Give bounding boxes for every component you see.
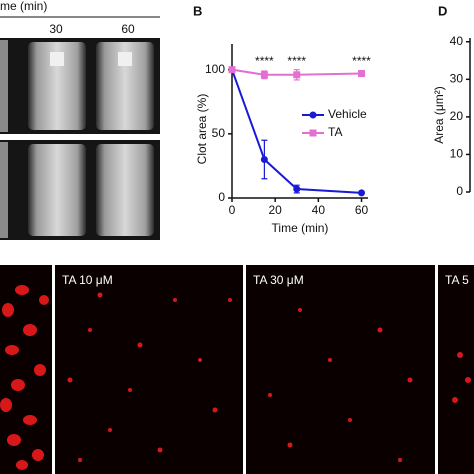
micro-label: TA 5 (445, 273, 469, 287)
marker (260, 156, 268, 163)
micro-label: TA 10 μM (62, 273, 113, 287)
legend-label: TA (328, 125, 342, 139)
time-label: 60 (121, 22, 135, 36)
marker (358, 70, 366, 78)
legend-marker (309, 129, 317, 137)
marker (293, 71, 301, 79)
panel-letter: D (438, 3, 447, 18)
panel-letter: B (193, 3, 202, 18)
x-axis-label: Time (min) (272, 221, 329, 235)
time-header: me (min) (0, 0, 47, 13)
annotation: **** (287, 54, 306, 68)
y-tick-label: 50 (212, 126, 226, 140)
x-tick-label: 40 (312, 203, 326, 217)
series-line (231, 68, 362, 76)
y-axis-label: Area (μm²) (432, 86, 446, 144)
annotation: **** (352, 54, 371, 68)
series-line (231, 69, 362, 194)
y-tick-label: 100 (205, 62, 225, 76)
marker (293, 185, 301, 193)
x-tick-label: 60 (355, 203, 369, 217)
y-tick-label: 0 (456, 184, 463, 198)
annotation: **** (255, 54, 274, 68)
time-label: 30 (49, 22, 63, 36)
y-tick-label: 40 (450, 34, 464, 48)
x-tick-label: 0 (229, 203, 236, 217)
legend-marker (309, 111, 317, 119)
marker (358, 189, 366, 197)
x-tick-label: 20 (268, 203, 282, 217)
marker (260, 71, 268, 79)
vial-photos (0, 38, 160, 240)
y-axis-label: Clot area (%) (195, 94, 209, 165)
y-tick-label: 10 (450, 147, 464, 161)
legend-label: Vehicle (328, 107, 367, 121)
y-tick-label: 20 (450, 109, 464, 123)
micro-label: TA 30 μM (253, 273, 304, 287)
y-tick-label: 30 (450, 71, 464, 85)
micrographs (0, 265, 474, 474)
y-tick-label: 0 (218, 190, 225, 204)
marker (228, 66, 236, 74)
